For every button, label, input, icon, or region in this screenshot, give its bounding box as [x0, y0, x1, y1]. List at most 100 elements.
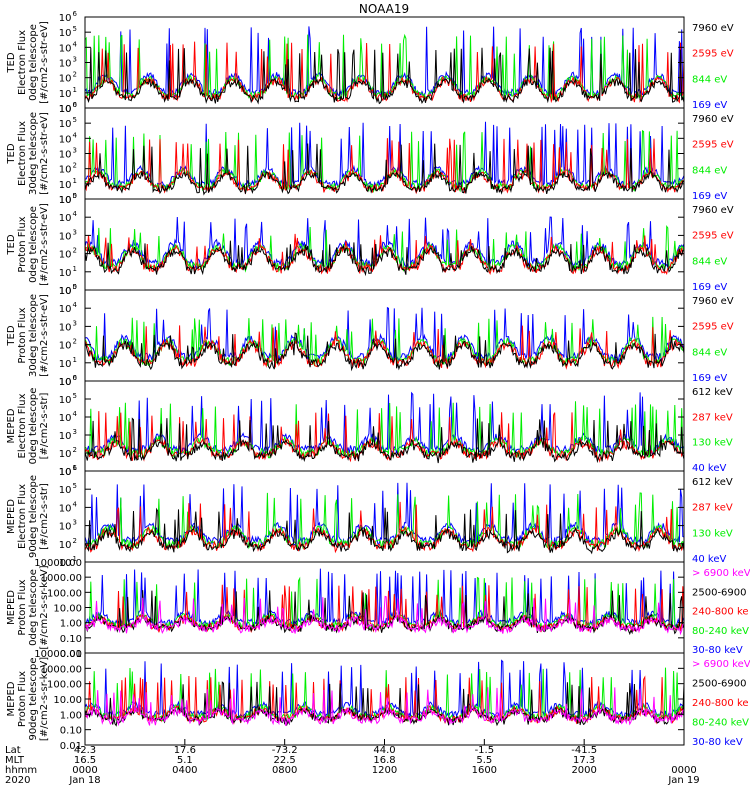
y-tick-exponent: 2 [73, 537, 77, 545]
y-axis-label-line: [#/cm2-s-str-eV] [39, 21, 50, 104]
y-tick-label: 105 [59, 482, 77, 496]
legend-entry: 169 eV [692, 191, 727, 202]
y-axis-label-line: Proton Flux [17, 307, 28, 363]
y-axis-label-line: [#/cm2-s-str-eV] [39, 294, 50, 377]
trace-844-ev [84, 33, 685, 102]
y-tick-exponent: 5 [73, 392, 77, 400]
y-tick-exponent: 6 [73, 10, 78, 18]
trace--6900-kev [84, 595, 685, 636]
y-tick-label: 103 [59, 319, 77, 333]
legend-entry: 169 eV [692, 100, 727, 111]
y-tick-exponent: 2 [73, 247, 77, 255]
y-tick-label: 102 [59, 338, 77, 352]
legend-entry: 612 keV [692, 387, 733, 398]
y-tick-exponent: 3 [73, 428, 77, 436]
legend-entry: 2595 eV [692, 140, 734, 151]
x-tick-label: -1.5 [475, 745, 495, 756]
y-axis-label-line: MEPED [6, 681, 17, 716]
trace-2500-6900 [84, 681, 685, 727]
y-tick-label: 0.01 [60, 649, 82, 660]
y-tick-exponent: 4 [73, 40, 78, 48]
trace-169-ev [84, 26, 685, 98]
legend-entry: > 6900 keV [692, 568, 750, 579]
y-tick-exponent: 0 [73, 192, 77, 200]
y-axis-label-line: Electron Flux [17, 30, 28, 95]
figure-title: NOAA19 [359, 2, 409, 16]
y-tick-exponent: 1 [73, 86, 77, 94]
y-tick-label: 10.00 [53, 604, 82, 615]
y-axis-label-line: MEPED [6, 408, 17, 443]
y-axis-label-line: 90deg telescope [28, 657, 39, 740]
y-tick-label: 103 [59, 147, 77, 161]
y-tick-exponent: 3 [73, 147, 77, 155]
x-tick-label: 1200 [372, 765, 397, 776]
y-axis-label-line: MEPED [6, 590, 17, 625]
y-tick-label: 106 [59, 10, 78, 24]
y-tick-label: 10000.00 [34, 649, 82, 660]
y-tick-label: 1.00 [60, 710, 82, 721]
legend-entry: 80-240 keV [692, 626, 749, 637]
y-tick-label: 102 [59, 247, 77, 261]
y-tick-exponent: 2 [73, 71, 77, 79]
trace-169-ev [84, 306, 685, 364]
legend-entry: 130 keV [692, 528, 733, 539]
legend-entry: 2500-6900 [692, 679, 747, 690]
y-tick-exponent: 4 [73, 410, 78, 418]
y-tick-label: 106 [59, 464, 78, 478]
x-tick-label: 16.5 [74, 755, 96, 766]
y-axis-label-line: MEPED [6, 499, 17, 534]
legend-entry: 2595 eV [692, 322, 734, 333]
y-tick-exponent: 2 [73, 446, 77, 454]
legend-entry: 169 eV [692, 282, 727, 293]
y-tick-label: 105 [59, 283, 77, 297]
y-axis-label-line: [#/cm2-s-sr-keV] [39, 565, 50, 649]
y-axis-label-line: Electron Flux [17, 121, 28, 186]
y-tick-exponent: 4 [73, 131, 78, 139]
x-tick-label: 1600 [472, 765, 497, 776]
panel-4: 1 0 0 101 102 103 104 105 TED Proton Flux 30deg te… [6, 283, 734, 388]
y-axis-label-line: [#/cm2-s-str-eV] [39, 203, 50, 286]
y-tick-exponent: 3 [73, 319, 77, 327]
y-tick-label: 105 [59, 392, 77, 406]
y-tick-label: 102 [59, 162, 77, 176]
y-axis-label-line: TED [6, 52, 17, 73]
trace-169-ev [84, 216, 685, 270]
trace-169-ev [84, 121, 685, 190]
legend-entry: 844 eV [692, 165, 727, 176]
y-axis-label-line: TED [6, 234, 17, 255]
y-tick-label: 100.00 [47, 680, 82, 691]
y-tick-exponent: 5 [73, 116, 77, 124]
legend-entry: 7960 eV [692, 23, 734, 34]
y-tick-label: 104 [59, 210, 78, 224]
x-tick-label: -73.2 [272, 745, 298, 756]
y-axis-label-line: 90deg telescope [28, 475, 39, 558]
x-tick-label: 0000 [671, 765, 696, 776]
y-tick-label: 104 [59, 131, 78, 145]
y-tick-exponent: 4 [73, 210, 78, 218]
legend-entry: 844 eV [692, 347, 727, 358]
legend-entry: 2595 eV [692, 231, 734, 242]
legend-entry: 2500-6900 [692, 587, 747, 598]
y-tick-label: 1000.00 [41, 573, 82, 584]
x-tick-label: 0400 [172, 765, 197, 776]
x-tick-label: 42.3 [74, 745, 96, 756]
y-tick-exponent: 1 [73, 464, 77, 472]
y-tick-exponent: 4 [73, 500, 78, 508]
legend-entry: 30-80 keV [692, 645, 743, 656]
y-tick-exponent: 4 [73, 301, 78, 309]
y-tick-label: 102 [59, 71, 77, 85]
legend-entry: 7960 eV [692, 114, 734, 125]
y-tick-label: 105 [59, 192, 77, 206]
y-tick-label: 104 [59, 301, 78, 315]
y-tick-exponent: 0 [73, 374, 77, 382]
trace-612-kev [84, 507, 685, 555]
y-tick-label: 105 [59, 116, 77, 130]
legend-entry: 169 eV [692, 373, 727, 384]
y-tick-label: 101 [59, 265, 77, 279]
y-axis-label-line: Electron Flux [17, 393, 28, 458]
legend-entry: 240-800 ke [692, 607, 749, 618]
y-tick-label: 102 [59, 446, 77, 460]
panel-7: 0.01 0.10 1.00 10.00 100.00 1000.00 10000.00 ME… [6, 558, 750, 660]
